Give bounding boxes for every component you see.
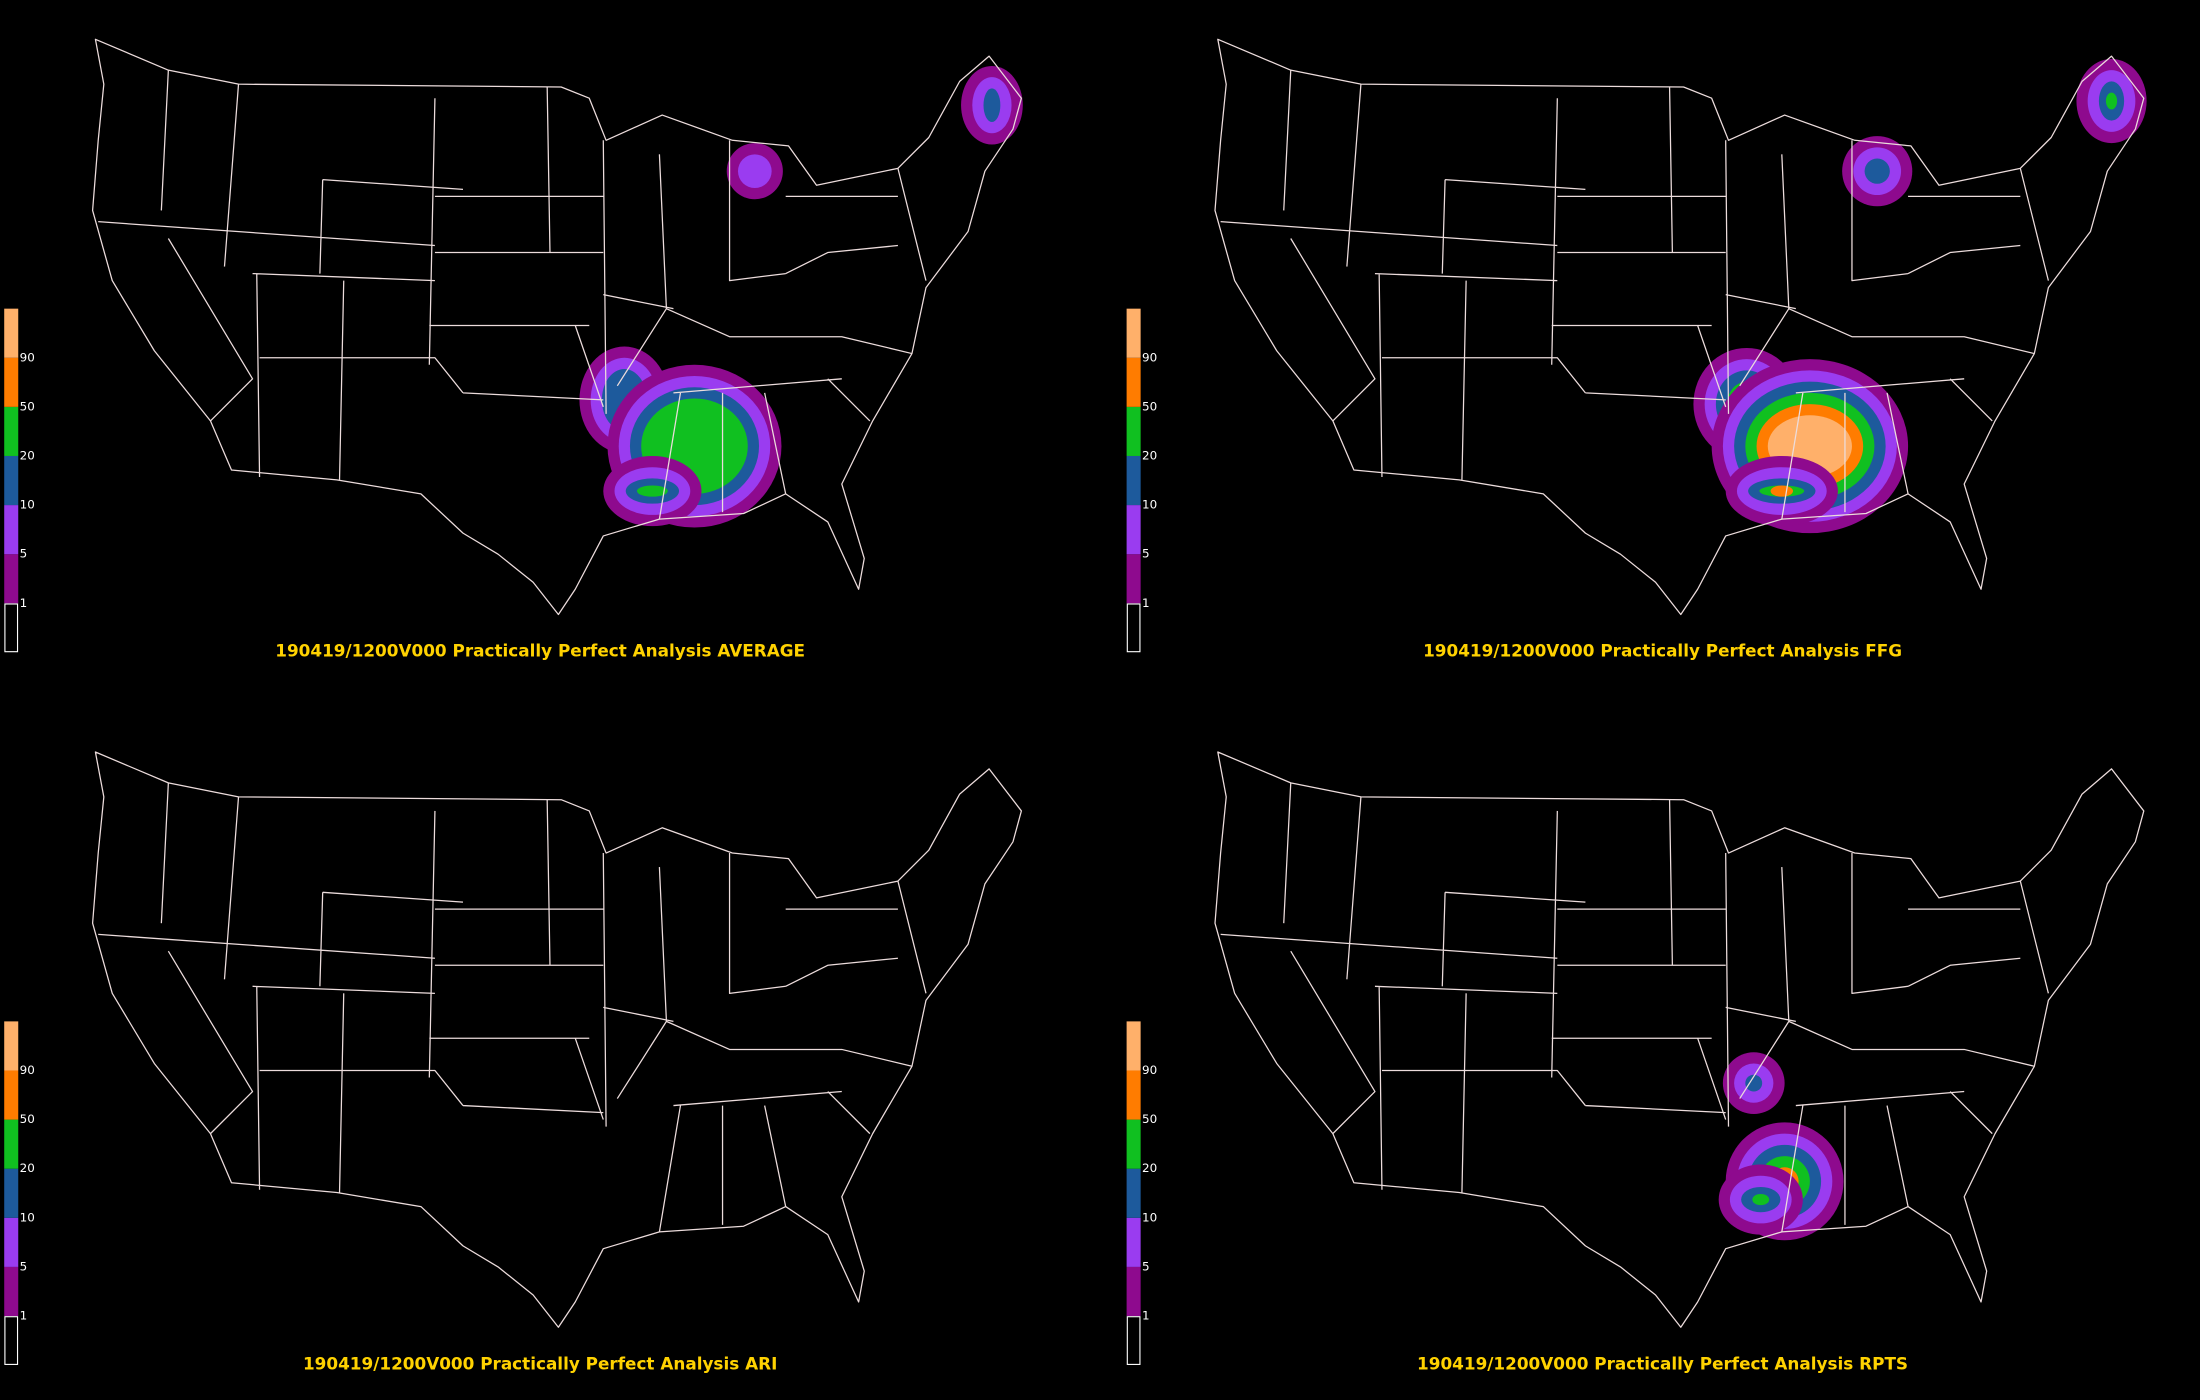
colorbar-segment (4, 1021, 19, 1071)
colorbar-segment (1126, 1119, 1141, 1169)
us-map (91, 751, 1023, 1328)
colorbar-tick-label: 90 (1142, 1063, 1157, 1077)
colorbar-tick-label: 90 (20, 1063, 35, 1077)
colorbar-tick-label: 50 (1142, 399, 1157, 413)
contour-fill (1752, 1193, 1770, 1206)
colorbar: 1 5 10 20 50 90 (1126, 308, 1157, 653)
colorbar-segment (4, 1217, 19, 1267)
colorbar-tick-label: 10 (20, 498, 35, 512)
colorbar-tick-label: 20 (20, 1161, 35, 1175)
map-panel: 1 5 10 20 50 90 190419/1200V000 Practically Pe… (1126, 751, 2145, 1373)
panel-title: 190419/1200V000 Practically Perfect Anal… (1423, 641, 1902, 661)
colorbar-tick-label: 5 (20, 547, 28, 561)
colorbar-segment (4, 308, 19, 358)
colorbar-segment (4, 1168, 19, 1218)
colorbar-tick-label: 10 (20, 1210, 35, 1224)
colorbar-segment (4, 603, 19, 653)
colorbar-tick-label: 1 (1142, 1309, 1150, 1323)
contour-fill (1770, 485, 1794, 497)
map-panel: 1 5 10 20 50 90 190419/1200V000 Practically Pe… (4, 751, 1023, 1373)
colorbar-tick-label: 20 (1142, 448, 1157, 462)
colorbar: 1 5 10 20 50 90 (1126, 1021, 1157, 1365)
colorbar-segment (1126, 455, 1141, 506)
colorbar-tick-label: 20 (1142, 1161, 1157, 1175)
colorbar-tick-label: 5 (1142, 1259, 1150, 1273)
colorbar-segment (1126, 505, 1141, 555)
contour-fill (983, 88, 1001, 123)
colorbar-tick-label: 50 (20, 1112, 35, 1126)
contour-fill (1864, 158, 1890, 184)
colorbar-segment (4, 455, 19, 506)
colorbar-tick-label: 5 (1142, 547, 1150, 561)
colorbar-tick-label: 50 (20, 399, 35, 413)
colorbar-segment (1126, 554, 1141, 604)
colorbar-segment (4, 1070, 19, 1120)
colorbar-segment (4, 406, 19, 456)
colorbar-segment (1126, 308, 1141, 358)
colorbar-segment (4, 1316, 19, 1365)
colorbar-tick-label: 20 (20, 448, 35, 462)
map-panel: 1 5 10 20 50 90 190419/1200V000 Practically Pe… (4, 38, 1023, 661)
colorbar-segment (1126, 1217, 1141, 1267)
probability-shading (579, 65, 1023, 528)
colorbar-segment (1126, 1168, 1141, 1218)
contour-fill (737, 154, 772, 189)
panel-title: 190419/1200V000 Practically Perfect Anal… (303, 1353, 777, 1373)
colorbar-tick-label: 50 (1142, 1112, 1157, 1126)
colorbar-segment (4, 505, 19, 555)
probability-shading (1693, 58, 2147, 534)
colorbar-segment (1126, 1070, 1141, 1120)
panel-title: 190419/1200V000 Practically Perfect Anal… (275, 641, 805, 661)
colorbar-tick-label: 10 (1142, 1210, 1157, 1224)
colorbar-tick-label: 1 (20, 596, 28, 610)
colorbar-tick-label: 1 (1142, 596, 1150, 610)
probability-shading (1718, 1052, 1844, 1241)
colorbar-tick-label: 5 (20, 1259, 28, 1273)
us-map (1214, 751, 2145, 1328)
colorbar-segment (4, 1119, 19, 1169)
colorbar-segment (4, 1266, 19, 1317)
colorbar-tick-label: 90 (20, 350, 35, 364)
colorbar-segment (4, 554, 19, 604)
colorbar-tick-label: 1 (20, 1309, 28, 1323)
contour-fill (636, 485, 668, 497)
us-map (91, 38, 1023, 616)
us-map (1214, 38, 2145, 616)
colorbar-tick-label: 10 (1142, 498, 1157, 512)
map-panel: 1 5 10 20 50 90 190419/1200V000 Practically Pe… (1126, 38, 2147, 661)
colorbar-segment (1126, 406, 1141, 456)
colorbar-segment (1126, 603, 1141, 653)
colorbar-segment (1126, 1316, 1141, 1365)
contour-fill (2105, 92, 2118, 110)
colorbar-segment (4, 357, 19, 407)
panel-title: 190419/1200V000 Practically Perfect Anal… (1417, 1353, 1908, 1373)
colorbar: 1 5 10 20 50 90 (4, 1021, 35, 1365)
colorbar-segment (1126, 1021, 1141, 1071)
colorbar-segment (1126, 1266, 1141, 1317)
colorbar-tick-label: 90 (1142, 350, 1157, 364)
colorbar-segment (1126, 357, 1141, 407)
colorbar: 1 5 10 20 50 90 (4, 308, 35, 653)
contour-fill (1745, 1074, 1763, 1092)
